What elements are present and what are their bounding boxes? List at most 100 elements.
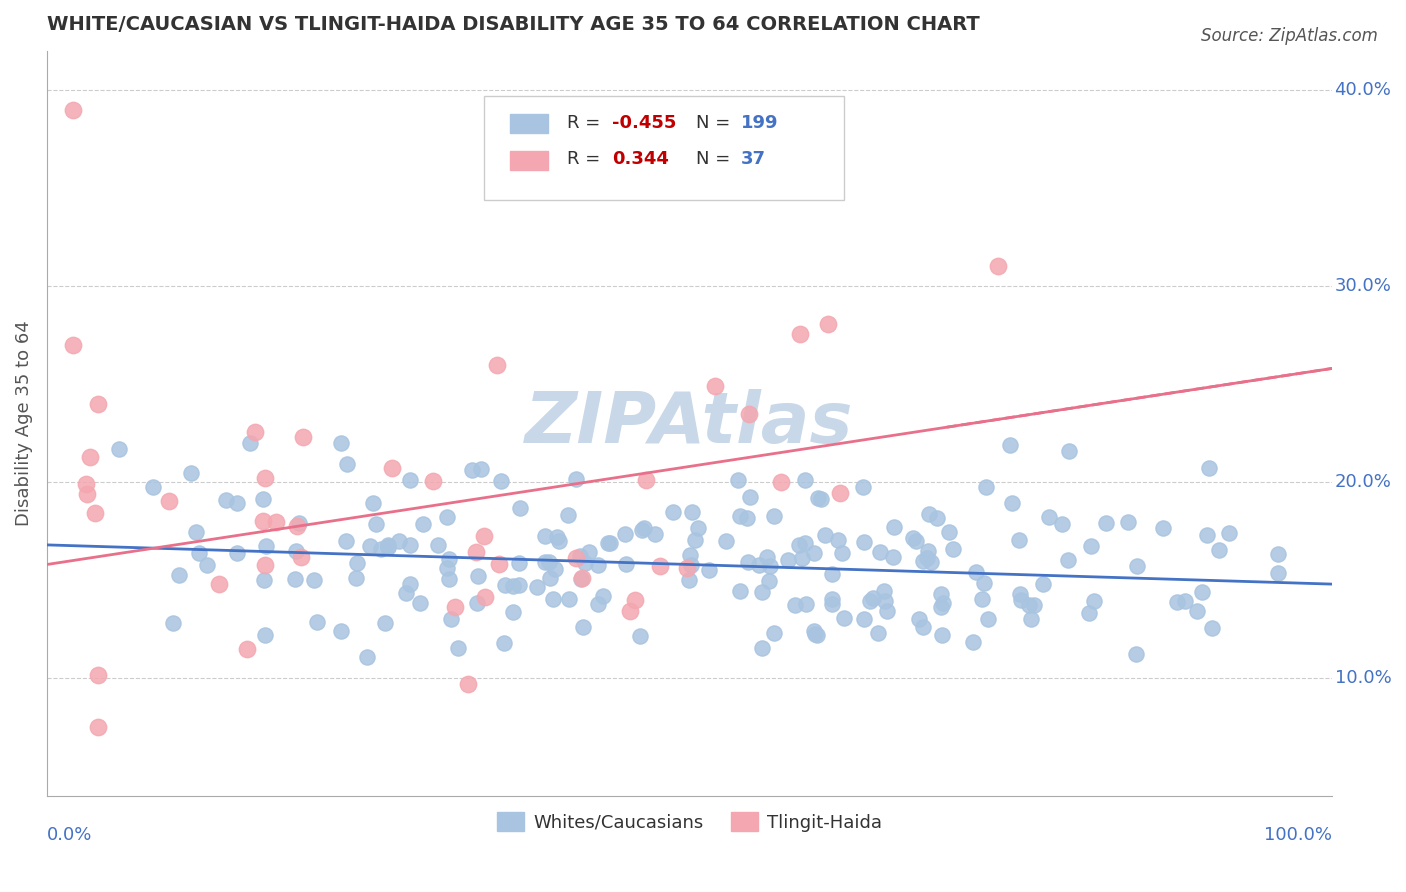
Point	[938, 524, 960, 539]
Point	[1057, 443, 1080, 458]
Point	[1018, 599, 1040, 613]
Point	[869, 544, 891, 558]
Point	[571, 571, 593, 585]
Point	[226, 495, 249, 509]
Point	[762, 508, 785, 523]
Point	[412, 517, 434, 532]
Point	[472, 529, 495, 543]
Point	[377, 538, 399, 552]
Point	[447, 640, 470, 655]
Point	[569, 572, 592, 586]
Point	[465, 596, 488, 610]
Point	[1267, 566, 1289, 580]
Point	[1052, 517, 1074, 532]
Point	[998, 438, 1021, 452]
Point	[169, 567, 191, 582]
Point	[236, 641, 259, 656]
Point	[852, 535, 875, 549]
Point	[599, 535, 621, 549]
Text: ZIPAtlas: ZIPAtlas	[526, 389, 853, 458]
Point	[623, 593, 645, 607]
Text: WHITE/CAUCASIAN VS TLINGIT-HAIDA DISABILITY AGE 35 TO 64 CORRELATION CHART: WHITE/CAUCASIAN VS TLINGIT-HAIDA DISABIL…	[46, 15, 980, 34]
Point	[509, 500, 531, 515]
Point	[974, 480, 997, 494]
Point	[678, 573, 700, 587]
Point	[502, 579, 524, 593]
Point	[794, 473, 817, 487]
Point	[917, 543, 939, 558]
Point	[76, 487, 98, 501]
Point	[537, 555, 560, 569]
Point	[912, 554, 935, 568]
Point	[492, 635, 515, 649]
Point	[681, 558, 703, 573]
Point	[307, 615, 329, 629]
Point	[987, 260, 1010, 274]
Point	[399, 576, 422, 591]
Point	[207, 577, 229, 591]
Point	[873, 584, 896, 599]
Point	[920, 555, 942, 569]
Point	[1095, 516, 1118, 530]
Point	[84, 507, 107, 521]
Point	[538, 571, 561, 585]
Point	[508, 556, 530, 570]
Point	[380, 461, 402, 475]
Point	[336, 457, 359, 471]
Point	[427, 538, 450, 552]
Point	[962, 635, 984, 649]
Point	[508, 577, 530, 591]
Point	[285, 544, 308, 558]
Point	[942, 542, 965, 557]
Point	[633, 521, 655, 535]
Point	[977, 612, 1000, 626]
Point	[866, 625, 889, 640]
Point	[915, 551, 938, 566]
Point	[374, 615, 396, 630]
Point	[714, 533, 737, 548]
Point	[288, 516, 311, 530]
Point	[574, 556, 596, 570]
Point	[1152, 521, 1174, 535]
Point	[873, 594, 896, 608]
Point	[927, 511, 949, 525]
Point	[108, 442, 131, 456]
Point	[180, 467, 202, 481]
Point	[852, 612, 875, 626]
Text: 30.0%: 30.0%	[1334, 277, 1392, 295]
Point	[214, 492, 236, 507]
Point	[965, 565, 987, 579]
Point	[1078, 606, 1101, 620]
Point	[436, 509, 458, 524]
Point	[557, 508, 579, 522]
Text: 10.0%: 10.0%	[1334, 669, 1392, 687]
Point	[377, 540, 399, 554]
Point	[395, 586, 418, 600]
Point	[728, 509, 751, 524]
Point	[820, 566, 842, 581]
Point	[586, 597, 609, 611]
Point	[1185, 604, 1208, 618]
Point	[918, 507, 941, 521]
Point	[697, 563, 720, 577]
Point	[544, 562, 567, 576]
Point	[1083, 594, 1105, 608]
Point	[254, 539, 277, 553]
Point	[807, 491, 830, 505]
Point	[929, 587, 952, 601]
Point	[931, 596, 953, 610]
Point	[443, 600, 465, 615]
Point	[908, 612, 931, 626]
Point	[488, 557, 510, 571]
Point	[876, 604, 898, 618]
Point	[79, 450, 101, 464]
Point	[679, 549, 702, 563]
Point	[820, 591, 842, 606]
Point	[188, 546, 211, 560]
Point	[184, 525, 207, 540]
Point	[329, 624, 352, 638]
Point	[304, 573, 326, 587]
Text: 100.0%: 100.0%	[1264, 826, 1331, 844]
Text: 20.0%: 20.0%	[1334, 473, 1392, 491]
Point	[738, 490, 761, 504]
